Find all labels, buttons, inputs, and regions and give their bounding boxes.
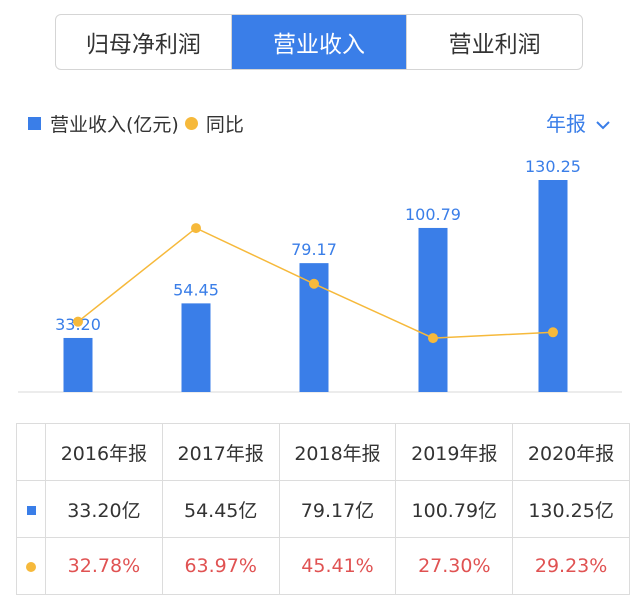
revenue-bar	[538, 180, 568, 392]
yoy-growth-point	[548, 327, 558, 338]
table-header-cell: 2019年报	[395, 423, 514, 481]
revenue-bar	[418, 227, 448, 392]
table-cell: 45.41%	[278, 537, 397, 595]
tab-revenue[interactable]: 营业收入	[231, 15, 408, 69]
tab-net-profit[interactable]: 归母净利润	[56, 15, 232, 69]
table-header-cell: 2016年报	[45, 423, 163, 481]
bar-marker-icon	[26, 506, 36, 515]
bar-value-label: 79.17	[291, 240, 337, 259]
table-cell: 130.25亿	[512, 480, 630, 538]
table-cell: 63.97%	[161, 537, 280, 595]
bar-value-label: 100.79	[405, 205, 461, 224]
table-cell: 27.30%	[395, 537, 514, 595]
growth-row-marker	[16, 537, 46, 595]
bar-value-label: 130.25	[525, 157, 581, 176]
table-corner-cell	[16, 423, 46, 481]
table-cell: 54.45亿	[161, 480, 280, 538]
table-header-cell: 2018年报	[278, 423, 397, 481]
metric-tabs: 归母净利润 营业收入 营业利润	[55, 14, 583, 70]
revenue-bar	[63, 337, 93, 392]
revenue-row-marker	[16, 480, 46, 538]
tab-operating-profit[interactable]: 营业利润	[448, 32, 541, 58]
table-cell: 100.79亿	[395, 480, 514, 538]
line-legend-swatch	[184, 117, 198, 130]
table-cell: 33.20亿	[45, 480, 163, 538]
bar-legend-label: 营业收入(亿元)	[50, 114, 179, 136]
line-legend-label: 同比	[205, 114, 244, 136]
yoy-growth-point	[73, 316, 83, 327]
yoy-growth-point	[309, 278, 319, 289]
yoy-growth-point	[428, 333, 438, 344]
chart-legend: 营业收入(亿元) 同比	[28, 110, 244, 137]
chevron-down-icon	[596, 111, 610, 135]
table-header-cell: 2017年报	[161, 423, 280, 481]
table-row-growth: 32.78% 63.97% 45.41% 27.30% 29.23%	[16, 537, 630, 595]
bar-value-label: 54.45	[173, 280, 219, 299]
table-header-cell: 2020年报	[512, 423, 630, 481]
table-row-revenue: 33.20亿 54.45亿 79.17亿 100.79亿 130.25亿	[16, 480, 630, 538]
bar-legend-swatch	[28, 117, 41, 130]
table-cell: 79.17亿	[278, 480, 397, 538]
data-table: 2016年报 2017年报 2018年报 2019年报 2020年报 33.20…	[16, 423, 630, 595]
table-cell: 29.23%	[512, 537, 630, 595]
dot-marker-icon	[26, 562, 36, 572]
revenue-bar	[181, 303, 211, 392]
period-selector[interactable]: 年报	[546, 108, 610, 137]
table-cell: 32.78%	[45, 537, 163, 595]
period-selector-label: 年报	[546, 112, 586, 136]
table-header-row: 2016年报 2017年报 2018年报 2019年报 2020年报	[16, 423, 630, 481]
yoy-growth-point	[191, 223, 201, 234]
